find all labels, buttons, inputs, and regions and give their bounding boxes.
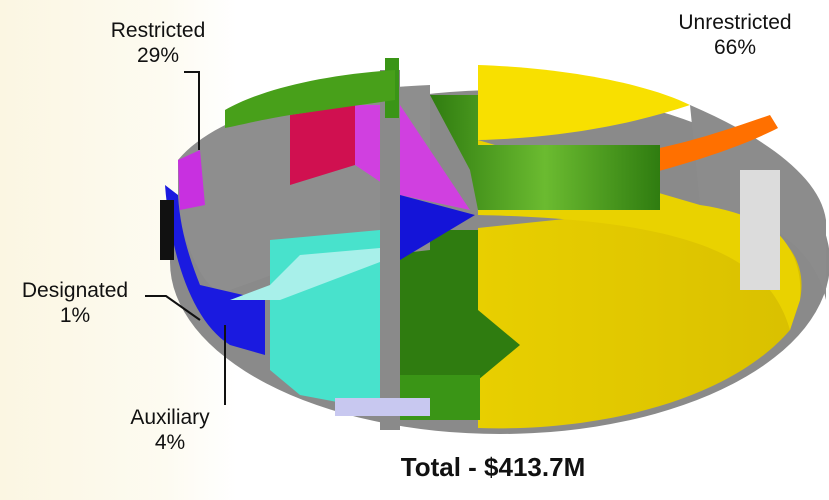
- label-unrestricted-pct: 66%: [713, 36, 757, 59]
- slice-restricted-front: [400, 230, 520, 420]
- label-designated: Designated 1%: [0, 278, 150, 328]
- orange-band: [650, 115, 778, 172]
- label-auxiliary-name: Auxiliary: [130, 406, 210, 429]
- lavender-strip: [335, 398, 430, 416]
- grey-spine: [380, 70, 400, 430]
- slice-unrestricted-top: [478, 65, 690, 140]
- crimson-panel: [290, 105, 355, 185]
- slice-restricted-inner: [430, 95, 660, 210]
- leader-line-designated: [145, 295, 201, 321]
- label-designated-pct: 1%: [59, 304, 91, 327]
- chart-total-label: Total - $413.7M: [400, 452, 586, 482]
- magenta-left-edge: [178, 150, 205, 210]
- black-edge: [160, 200, 174, 260]
- green-crown: [225, 70, 395, 128]
- label-restricted: Restricted 29%: [88, 18, 228, 68]
- label-auxiliary-pct: 4%: [154, 431, 186, 454]
- blue-left-band: [165, 185, 265, 355]
- grey-band-right-light: [740, 170, 780, 290]
- slice-unrestricted-wedge: [478, 205, 802, 429]
- label-designated-name: Designated: [21, 279, 129, 302]
- label-unrestricted: Unrestricted 66%: [650, 10, 820, 60]
- leader-line-restricted: [184, 71, 200, 150]
- label-unrestricted-name: Unrestricted: [678, 11, 792, 34]
- cyan-top-strip: [230, 248, 380, 300]
- slice-designated-blue: [400, 195, 475, 260]
- label-restricted-name: Restricted: [110, 19, 206, 42]
- label-restricted-pct: 29%: [136, 44, 180, 67]
- label-auxiliary: Auxiliary 4%: [110, 405, 230, 455]
